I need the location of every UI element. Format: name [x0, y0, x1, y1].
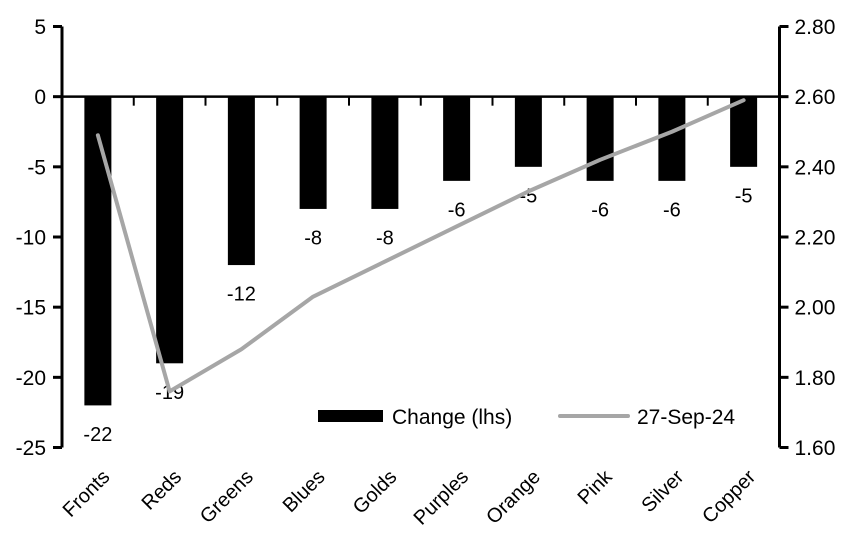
- left-axis-tick-label: -5: [27, 156, 46, 179]
- left-axis-tick-label: 0: [34, 86, 46, 109]
- left-axis-tick-label: -25: [16, 437, 46, 460]
- category-labels: Fronts Reds Greens Blues Golds Purples Orange P…: [59, 465, 761, 529]
- category-label-reds: Reds: [138, 466, 187, 515]
- right-axis-tick-label: 2.60: [795, 86, 836, 109]
- bar-data-labels: -22-19-12-8 -8-6-5-6 -6-5: [83, 185, 752, 446]
- category-label-purples: Purples: [410, 466, 474, 530]
- bar-silver: [658, 96, 686, 181]
- bar-blues: [299, 96, 327, 209]
- right-axis-tick-label: 2.20: [795, 227, 836, 250]
- bar-reds: [156, 96, 184, 364]
- category-axis: [62, 95, 780, 106]
- bars-series: [84, 96, 758, 406]
- bar-data-label: -5: [735, 185, 753, 207]
- bar-data-label: -6: [591, 199, 609, 221]
- bar-purples: [443, 96, 471, 181]
- right-axis-tick-label: 2.00: [795, 297, 836, 320]
- category-label-copper: Copper: [698, 466, 760, 528]
- left-axis-tick-label: 5: [34, 16, 46, 39]
- bar-copper: [730, 96, 758, 167]
- bar-data-label: -8: [304, 228, 322, 250]
- bar-data-label: -8: [376, 228, 394, 250]
- right-axis-tick-label: 1.80: [795, 367, 836, 390]
- bar-pink: [586, 96, 614, 181]
- category-label-greens: Greens: [196, 466, 258, 528]
- bar-data-label: -12: [227, 284, 256, 306]
- category-label-orange: Orange: [482, 466, 545, 529]
- bar-greens: [227, 96, 255, 266]
- category-label-pink: Pink: [574, 465, 618, 509]
- line-series: [95, 98, 746, 394]
- left-axis-tick-label: -20: [16, 367, 46, 390]
- legend-bar-swatch: [318, 410, 383, 422]
- right-axis-tick-label: 1.60: [795, 437, 836, 460]
- bar-data-label: -22: [83, 424, 112, 446]
- left-axis-tick-label: -10: [16, 227, 46, 250]
- left-axis-tick-label: -15: [16, 297, 46, 320]
- legend-bar-label: Change (lhs): [392, 406, 512, 429]
- category-label-golds: Golds: [349, 466, 402, 519]
- bar-data-label: -6: [448, 199, 466, 221]
- category-label-fronts: Fronts: [59, 466, 115, 522]
- bar-data-label: -6: [663, 199, 681, 221]
- left-axis: 5 0 -5 -10 -15 -20 -25: [16, 16, 64, 460]
- legend-line-label: 27-Sep-24: [637, 406, 735, 429]
- right-axis-tick-label: 2.40: [795, 156, 836, 179]
- category-label-blues: Blues: [279, 466, 330, 517]
- bar-fronts: [84, 96, 112, 406]
- right-axis-tick-label: 2.80: [795, 16, 836, 39]
- bar-orange: [514, 96, 542, 167]
- bar-golds: [371, 96, 399, 209]
- category-label-silver: Silver: [637, 466, 688, 517]
- legend: Change (lhs) 27-Sep-24: [318, 406, 735, 429]
- right-axis: 2.80 2.60 2.40 2.20 2.00 1.80 1.60: [778, 16, 836, 460]
